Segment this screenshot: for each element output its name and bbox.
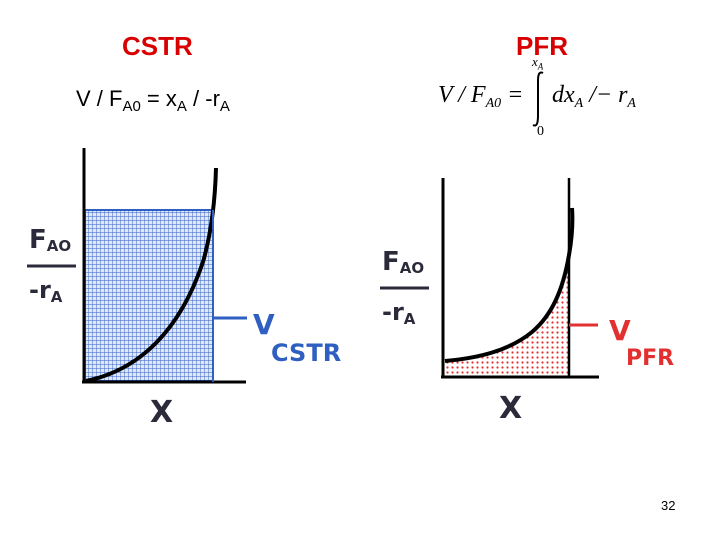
cstr-ylabel-den: -rA (29, 276, 63, 306)
cstr-eq-mid-sub: A (176, 98, 187, 115)
cstr-area-label-sub: CSTR (271, 339, 341, 367)
pfr-eq-rest-sub: A (627, 96, 636, 111)
cstr-equation: V / FA0 = xA / -rA (76, 86, 230, 115)
pfr-curve (444, 207, 575, 363)
cstr-eq-lhs: V / F (76, 86, 123, 111)
pfr-eq-lhs: V / F (438, 82, 486, 108)
cstr-eq-rhs-sub: A (219, 98, 230, 115)
pfr-eq-integrand: dx (552, 82, 575, 108)
pfr-upper-limit: xA (532, 55, 543, 72)
cstr-ylabel-num: FAO (29, 225, 71, 255)
cstr-area-label: V (253, 308, 275, 341)
integral-sign-icon (532, 71, 544, 127)
pfr-area-label: V (609, 314, 631, 347)
pfr-eq-lhs-sub: A0 (485, 96, 502, 111)
pfr-ylabel-den: -rA (382, 298, 416, 328)
pfr-xlabel: X (499, 391, 522, 426)
pfr-eq-integrand-sub: A (574, 96, 584, 111)
cstr-eq-lhs-sub: A0 (122, 98, 141, 115)
pfr-area-fill (445, 255, 569, 377)
pfr-equation: V / FA0 = xA 0 dxA /− rA (436, 55, 676, 145)
pfr-eq-equals: = (501, 82, 524, 108)
pfr-lower-limit: 0 (537, 124, 544, 139)
pfr-eq-rhs-group: dxA /− rA (552, 83, 636, 111)
pfr-eq-rest: /− r (583, 82, 628, 108)
pfr-area-label-sub: PFR (626, 346, 674, 371)
cstr-title: CSTR (122, 31, 193, 61)
cstr-curve (85, 167, 218, 383)
cstr-eq-rhs: / -r (186, 86, 220, 111)
pfr-upper-limit-x: x (532, 54, 538, 69)
cstr-xlabel: X (150, 395, 173, 430)
pfr-eq-lhs-group: V / FA0 = (438, 83, 523, 111)
pfr-upper-limit-sub: A (537, 61, 544, 72)
pfr-title: PFR (516, 31, 568, 61)
page-number: 32 (661, 498, 676, 513)
cstr-eq-mid: = x (140, 86, 177, 111)
pfr-ylabel-num: FAO (382, 247, 424, 277)
